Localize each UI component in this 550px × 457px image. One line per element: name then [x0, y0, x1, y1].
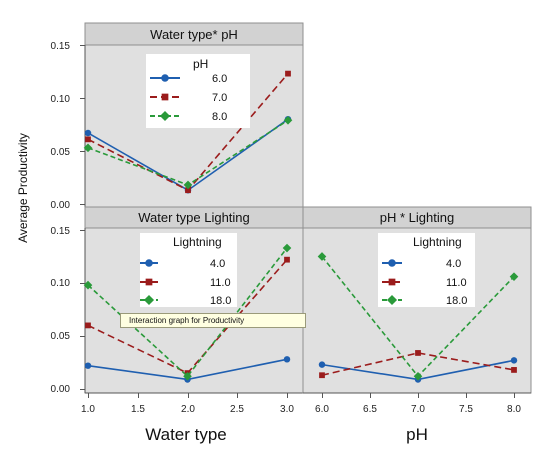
data-point: [161, 93, 169, 101]
x-tick-label: 2.0: [181, 404, 195, 415]
data-point: [159, 110, 171, 122]
data-point: [388, 278, 396, 286]
data-point: [161, 74, 169, 82]
data-point: [415, 350, 421, 356]
data-point: [85, 136, 91, 143]
panel-title-strip: [302, 206, 532, 229]
data-point: [282, 243, 292, 253]
panel-title: Water type Lighting: [138, 210, 250, 225]
x-tick-label: 1.0: [81, 404, 95, 415]
legend: pH 6.0 7.0 8.0: [146, 54, 250, 128]
data-point: [145, 259, 153, 267]
x-tick-label: 7.5: [459, 404, 473, 415]
y-tick-label: 0.05: [51, 331, 71, 342]
data-point: [285, 70, 291, 77]
data-point: [143, 294, 155, 306]
data-point: [317, 252, 327, 261]
data-point: [84, 362, 92, 369]
legend-label: 11.0: [210, 277, 231, 289]
x-tick-label: 6.0: [315, 404, 329, 415]
x-tick-label: 2.5: [230, 404, 244, 415]
x-tick-label: 3.0: [280, 404, 294, 415]
legend-label: 7.0: [212, 92, 227, 104]
series-group: [83, 70, 293, 194]
legend-label: 8.0: [212, 111, 227, 123]
data-point: [185, 187, 191, 194]
y-tick-label: 0.15: [51, 41, 71, 52]
legend-title: pH: [193, 57, 208, 71]
data-point: [386, 294, 398, 306]
legend-title: Lightning: [413, 235, 462, 249]
panel-title: pH * Lighting: [380, 210, 454, 225]
data-point: [83, 143, 93, 153]
panel-title: Water type* pH: [150, 27, 238, 42]
data-point: [510, 357, 518, 364]
panel-title-strip: [84, 22, 304, 46]
tooltip: Interaction graph for Productivity: [120, 313, 306, 328]
data-point: [85, 322, 91, 329]
legend-label: 18.0: [446, 295, 467, 307]
data-point: [283, 115, 293, 125]
x-tick-labels: 1.0 1.5 2.0 2.5 3.0: [81, 404, 294, 415]
legend-box: [378, 233, 475, 307]
legend-label: 11.0: [446, 277, 467, 289]
y-tick-labels: 0.15 0.10 0.05 0.00: [51, 41, 71, 211]
y-tick-label: 0.10: [51, 278, 71, 289]
legend: Lightning 4.0 11.0 18.0: [140, 233, 237, 307]
data-point: [83, 280, 93, 290]
data-point: [145, 278, 153, 286]
y-tick-label: 0.10: [51, 94, 71, 105]
legend: Lightning 4.0 11.0 18.0: [378, 233, 475, 307]
x-tick-label: 8.0: [507, 404, 521, 415]
data-point: [318, 361, 326, 368]
x-axis-title: Water type: [145, 425, 227, 444]
data-point: [183, 371, 192, 381]
data-point: [183, 180, 193, 190]
legend-title: Lightning: [173, 235, 222, 249]
x-tick-labels: 6.0 6.5 7.0 7.5 8.0: [315, 404, 521, 415]
legend-box: [140, 233, 237, 307]
y-axis-title: Average Productivity: [16, 133, 30, 243]
legend-label: 6.0: [212, 73, 227, 85]
y-tick-label: 0.05: [51, 147, 71, 158]
series-group: [317, 252, 519, 383]
legend-label: 4.0: [446, 258, 461, 270]
panel-water-type-ph: Water type* pH 0.15 0.10 0.05 0.00 pH 6.…: [51, 22, 304, 211]
data-point: [509, 272, 519, 281]
x-axis-title: pH: [406, 425, 428, 444]
data-point: [511, 367, 517, 373]
x-tick-label: 1.5: [131, 404, 145, 415]
y-tick-label: 0.15: [51, 226, 71, 237]
data-point: [84, 129, 92, 137]
panel-ph-lighting: pH * Lighting 6.0 6.5 7.0 7.5 8.0 pH Lig…: [302, 206, 532, 444]
x-tick-label: 7.0: [411, 404, 425, 415]
data-point: [413, 371, 423, 381]
x-tick-label: 6.5: [363, 404, 377, 415]
legend-label: 4.0: [210, 258, 225, 270]
panel-water-type-lighting: Water type Lighting 0.15 0.10 0.05 0.00 …: [51, 206, 304, 444]
data-point: [284, 256, 290, 263]
data-point: [283, 356, 291, 363]
data-point: [388, 259, 396, 267]
y-tick-labels: 0.15 0.10 0.05 0.00: [51, 226, 71, 395]
y-tick-label: 0.00: [51, 200, 71, 211]
y-tick-label: 0.00: [51, 384, 71, 395]
legend-label: 18.0: [210, 295, 231, 307]
data-point: [319, 372, 325, 379]
